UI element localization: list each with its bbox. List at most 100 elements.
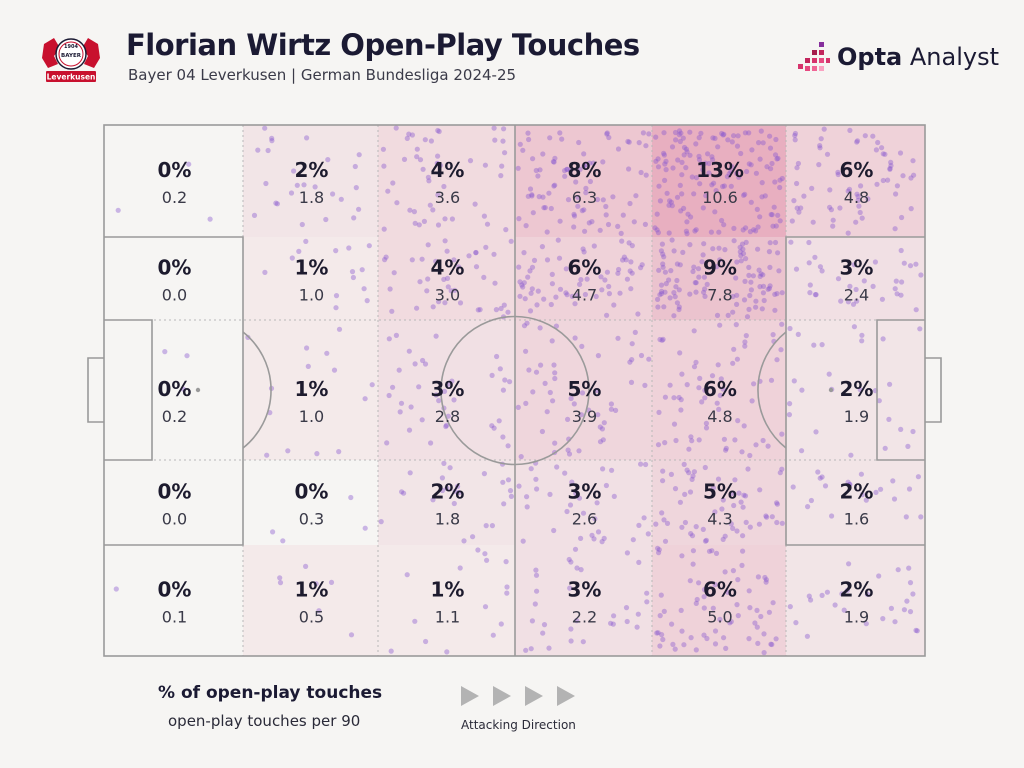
touch-dot [547,389,553,396]
touch-dot [657,336,663,343]
touch-dot [689,174,695,180]
touch-dot [793,266,800,272]
touch-dot [636,522,642,529]
touch-dot [730,309,736,315]
touch-dot [730,293,736,300]
touch-dot [489,523,495,529]
touch-dot [498,621,504,627]
touch-dot [679,172,685,178]
touch-dot [608,401,615,407]
touch-dot [901,607,908,613]
touch-dot [779,466,785,472]
touch-dot [477,307,483,313]
touch-dot [548,301,554,308]
touch-dot [540,151,546,157]
touch-dot [681,152,687,158]
zone-percent-label: 2% [840,377,874,401]
touch-dot [812,292,819,298]
touch-dot [862,133,868,139]
touch-dot [529,193,535,199]
touch-dot [779,175,785,182]
touch-dot [754,206,760,212]
touch-dot [628,259,634,265]
zone-per90-label: 0.1 [162,608,187,627]
touch-dot [738,253,744,259]
touch-dot [847,283,853,289]
touch-dot [274,201,280,207]
touch-dot [436,128,442,135]
touch-dot [729,163,735,170]
zone-per90-label: 4.7 [572,286,597,305]
touch-dot [565,197,572,203]
touch-dot [772,291,778,297]
zone-percent-label: 1% [295,377,329,401]
touch-dot [575,203,581,209]
touch-dot [600,197,606,203]
touch-dot [693,600,699,607]
touch-dot [659,241,666,247]
touch-dot [772,307,778,313]
opta-analyst-logo: Opta Analyst [797,40,999,76]
touch-dot [772,152,779,158]
touch-dot [594,500,600,506]
touch-dot [576,448,582,454]
touch-dot [702,387,708,393]
touch-dot [886,416,892,422]
touch-dot [655,230,662,236]
touch-dot [702,160,708,166]
touch-dot [655,545,661,551]
touch-dot [439,475,445,481]
touch-dot [461,538,467,544]
touch-dot [508,238,514,244]
touch-dot [313,581,319,587]
touch-dot [457,300,464,306]
touch-dot [913,627,919,634]
touch-dot [710,135,716,141]
touch-dot [603,203,609,210]
touch-dot [789,218,795,224]
touch-dot [280,538,286,544]
zone-percent-label: 6% [703,578,737,602]
touch-dot [608,620,614,626]
touch-dot [796,209,802,215]
touch-dot [552,182,558,188]
touch-dot [428,440,434,446]
touch-dot [484,557,490,563]
touch-dot [595,353,602,359]
touch-dot [824,589,831,595]
touch-dot [678,407,684,413]
touch-dot [762,574,768,581]
touch-dot [565,416,571,422]
touch-dot [550,398,556,404]
touch-dot [729,490,735,496]
touch-dot [362,396,368,402]
touch-dot [706,160,712,167]
touch-dot [716,406,722,412]
touch-dot [791,378,797,384]
touch-dot [676,306,682,313]
zone-per90-label: 3.6 [435,188,460,207]
touch-dot [524,494,530,500]
heat-cell [652,545,786,656]
touch-dot [794,180,800,187]
touch-dot [870,133,876,139]
heat-cell [378,237,515,320]
touch-dot [664,190,670,196]
touch-dot [765,443,771,449]
touch-dot [677,499,684,505]
touch-dot [809,185,815,191]
touch-dot [687,242,693,248]
touch-dot [553,294,559,300]
touch-dot [725,137,731,143]
play-arrow-icon [461,686,479,706]
touch-dot [696,153,702,159]
touch-dot [777,184,783,191]
legend-primary: % of open-play touches [158,683,383,703]
touch-dot [556,255,563,261]
touch-dot [423,638,429,645]
touch-dot [747,605,753,611]
touch-dot [907,263,914,269]
touch-dots [113,125,924,656]
touch-dot [618,230,624,236]
touch-dot [442,300,448,306]
